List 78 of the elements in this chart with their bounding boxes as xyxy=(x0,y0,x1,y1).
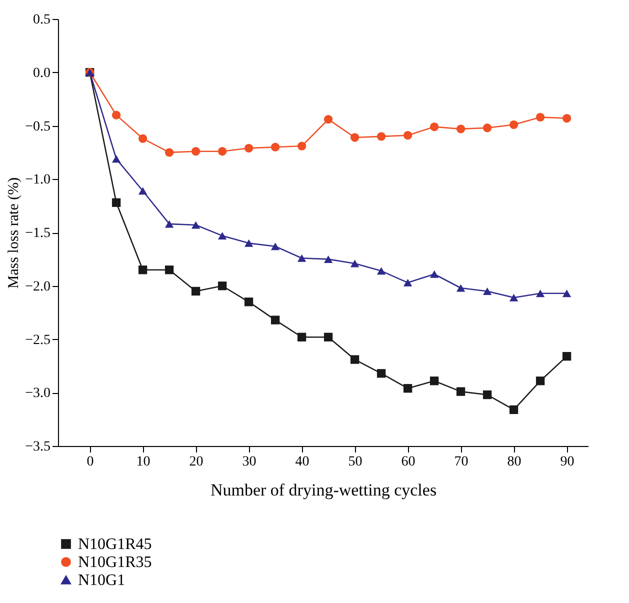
point xyxy=(350,133,360,142)
point xyxy=(270,242,280,250)
y-tick-label: −2.5 xyxy=(25,332,50,348)
y-tick-label: −3.5 xyxy=(25,440,50,454)
x-tick-label: 50 xyxy=(348,454,362,470)
point xyxy=(270,142,280,152)
x-tick-label: 30 xyxy=(242,454,256,470)
point xyxy=(376,267,386,275)
point xyxy=(456,387,466,396)
point xyxy=(244,298,254,306)
y-tick-label: −1.0 xyxy=(25,172,50,188)
point xyxy=(350,260,360,268)
point xyxy=(218,232,227,240)
point xyxy=(482,287,492,295)
point xyxy=(218,282,227,290)
point xyxy=(536,112,545,122)
point xyxy=(403,278,412,286)
point xyxy=(138,134,148,143)
x-tick-label: 60 xyxy=(401,454,416,470)
point xyxy=(403,384,412,393)
point xyxy=(509,294,518,302)
y-tick-label: −2.0 xyxy=(25,279,50,294)
point xyxy=(191,286,200,296)
point xyxy=(509,405,518,414)
point xyxy=(191,221,200,229)
point xyxy=(456,284,466,292)
legend-label: N10G1 xyxy=(78,572,126,589)
point xyxy=(562,114,572,123)
y-tick-label: 0.5 xyxy=(33,12,50,28)
legend-label: N10G1R45 xyxy=(78,536,152,553)
point xyxy=(482,124,492,132)
y-tick-label: −1.5 xyxy=(25,226,50,241)
point xyxy=(164,266,174,274)
point xyxy=(509,120,518,130)
point xyxy=(112,198,121,207)
point xyxy=(430,270,439,278)
point xyxy=(297,142,306,150)
point xyxy=(324,255,333,263)
point xyxy=(112,110,121,120)
x-axis-title: Number of drying-wetting cycles xyxy=(210,480,437,500)
x-tick-label: 90 xyxy=(560,454,574,470)
point xyxy=(191,147,200,156)
point xyxy=(536,290,545,298)
point xyxy=(112,155,121,163)
point xyxy=(324,115,333,124)
point xyxy=(138,187,148,195)
x-tick-label: 40 xyxy=(295,454,310,470)
point xyxy=(297,332,306,342)
y-tick-label: −3.0 xyxy=(25,386,50,402)
point xyxy=(218,147,227,156)
y-tick-label: 0.0 xyxy=(33,66,50,81)
point xyxy=(430,376,439,386)
point xyxy=(482,390,492,400)
point xyxy=(270,316,280,324)
legend-label: N10G1R35 xyxy=(78,554,152,571)
point xyxy=(244,144,254,152)
point xyxy=(350,355,360,364)
x-tick-label: 80 xyxy=(507,454,522,470)
point xyxy=(324,332,333,342)
y-axis-title: Mass loss rate (%) xyxy=(6,177,22,289)
point xyxy=(244,239,254,247)
point xyxy=(562,290,572,298)
x-tick-label: 70 xyxy=(454,454,468,470)
point xyxy=(536,376,545,386)
point xyxy=(430,122,439,132)
x-tick-label: 0 xyxy=(86,454,94,470)
point xyxy=(456,124,466,134)
point xyxy=(164,220,174,228)
x-tick-label: 10 xyxy=(136,454,150,470)
point xyxy=(562,352,572,361)
point xyxy=(376,132,386,141)
point xyxy=(376,369,386,378)
point xyxy=(164,148,174,157)
x-tick-label: 20 xyxy=(189,454,204,470)
point xyxy=(297,254,306,262)
point xyxy=(403,131,412,140)
y-tick-label: −0.5 xyxy=(25,119,50,134)
point xyxy=(138,266,148,274)
